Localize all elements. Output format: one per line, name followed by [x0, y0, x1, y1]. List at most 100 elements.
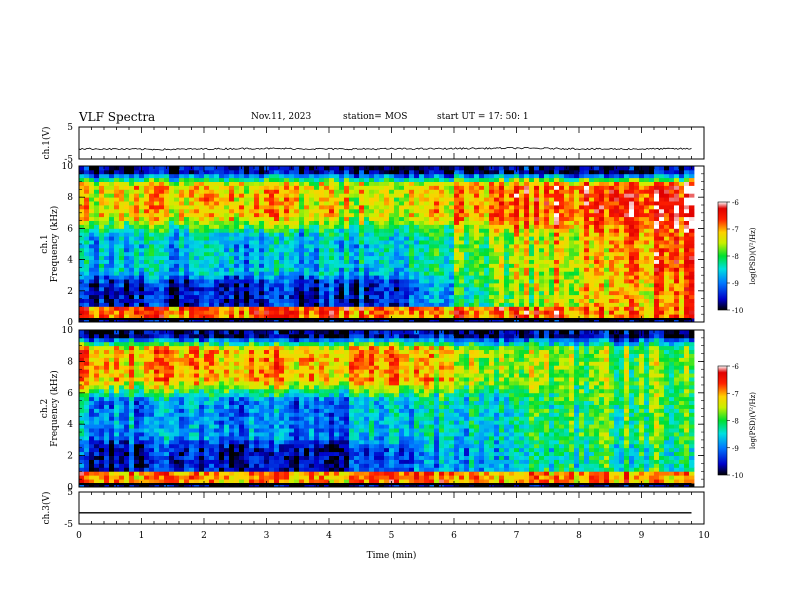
spectrogram-cell [629, 290, 635, 296]
spectrogram-cell [634, 279, 640, 284]
spectrogram-cell [199, 314, 205, 319]
spectrogram-cell [549, 298, 555, 303]
spectrogram-cell [129, 302, 135, 307]
spectrogram-cell [204, 169, 210, 175]
spectrogram-cell [519, 267, 525, 272]
spectrogram-cell [379, 177, 385, 182]
spectrogram-cell [219, 275, 225, 280]
spectrogram-cell [214, 294, 220, 299]
spectrogram-cell [149, 224, 155, 229]
spectrogram-cell [679, 298, 685, 303]
spectrogram-cell [249, 181, 255, 186]
spectrogram-cell [529, 251, 535, 257]
spectrogram-cell [409, 290, 415, 296]
spectrogram-cell [609, 177, 615, 182]
spectrogram-cell [564, 267, 570, 272]
spectrogram-cell [539, 286, 545, 292]
spectrogram-cell [494, 318, 500, 323]
spectrogram-cell [539, 197, 545, 202]
spectrogram-cell [414, 290, 420, 296]
spectrogram-cell [374, 240, 380, 245]
spectrogram-cell [444, 318, 450, 323]
spectrogram-cell [624, 232, 630, 237]
spectrogram-cell [79, 255, 85, 260]
spectrogram-cell [159, 259, 165, 264]
spectrogram-cell [644, 240, 650, 245]
spectrogram-cell [354, 244, 360, 249]
spectrogram-cell [154, 259, 160, 264]
spectrogram-cell [184, 193, 190, 198]
spectrogram-cell [104, 189, 110, 194]
spectrogram-cell [94, 189, 100, 194]
spectrogram-cell [309, 259, 315, 264]
spectrogram-cell [89, 294, 95, 299]
spectrogram-cell [569, 228, 575, 233]
spectrogram-cell [104, 247, 110, 253]
spectrogram-cell [389, 267, 395, 272]
spectrogram-cell [364, 283, 370, 288]
spectrogram-cell [599, 306, 605, 311]
spectrogram-cell [379, 232, 385, 237]
spectrogram-cell [579, 306, 585, 311]
spectrogram-cell [194, 255, 200, 260]
spectrogram-cell [99, 166, 105, 171]
spectrogram-cell [439, 185, 445, 190]
spectrogram-cell [199, 294, 205, 299]
spectrogram-cell [414, 302, 420, 307]
spectrogram-cell [119, 271, 125, 276]
spectrogram-cell [104, 193, 110, 198]
spectrogram-cell [574, 208, 580, 214]
spectrogram-cell [189, 314, 195, 319]
spectrogram-cell [349, 212, 355, 218]
spectrogram-cell [174, 212, 180, 218]
spectrogram-cell [459, 169, 465, 175]
spectrogram-cell [354, 236, 360, 241]
spectrogram-cell [164, 275, 170, 280]
spectrogram-cell [239, 208, 245, 214]
spectrogram-cell [519, 251, 525, 257]
spectrogram-cell [524, 205, 530, 210]
spectrogram-cell [624, 298, 630, 303]
spectrogram-cell [254, 173, 260, 179]
spectrogram-cell [669, 212, 675, 218]
spectrogram-cell [149, 251, 155, 257]
spectrogram-cell [424, 271, 430, 276]
spectrogram-cell [134, 185, 140, 190]
spectrogram-cell [224, 286, 230, 292]
spectrogram-cell [329, 208, 335, 214]
spectrogram-cell [619, 290, 625, 296]
spectrogram-cell [154, 166, 160, 171]
spectrogram-cell [79, 400, 85, 405]
spectrogram-cell [589, 216, 595, 221]
spectrogram-cell [274, 220, 280, 225]
spectrogram-cell [79, 216, 85, 221]
spectrogram-cell [314, 302, 320, 307]
spectrogram-cell [419, 181, 425, 186]
spectrogram-cell [169, 298, 175, 303]
spectrogram-cell [249, 267, 255, 272]
spectrogram-cell [414, 181, 420, 186]
spectrogram-cell [209, 251, 215, 257]
spectrogram-cell [174, 189, 180, 194]
spectrogram-cell [344, 247, 350, 253]
spectrogram-cell [364, 271, 370, 276]
spectrogram-cell [164, 283, 170, 288]
spectrogram-cell [314, 220, 320, 225]
spectrogram-cell [579, 189, 585, 194]
spectrogram-cell [469, 314, 475, 319]
spectrogram-cell [164, 290, 170, 296]
spectrogram-cell [509, 290, 515, 296]
spectrogram-cell [494, 244, 500, 249]
spectrogram-cell [389, 263, 395, 268]
spectrogram-cell [379, 318, 385, 323]
spectrogram-cell [234, 271, 240, 276]
spectrogram-cell [89, 201, 95, 206]
spectrogram-cell [264, 244, 270, 249]
spectrogram-cell [284, 290, 290, 296]
spectrogram-cell [224, 189, 230, 194]
spectrogram-cell [144, 302, 150, 307]
spectrogram-cell [414, 310, 420, 315]
spectrogram-cell [479, 197, 485, 202]
spectrogram-cell [234, 173, 240, 179]
spectrogram-cell [349, 216, 355, 221]
